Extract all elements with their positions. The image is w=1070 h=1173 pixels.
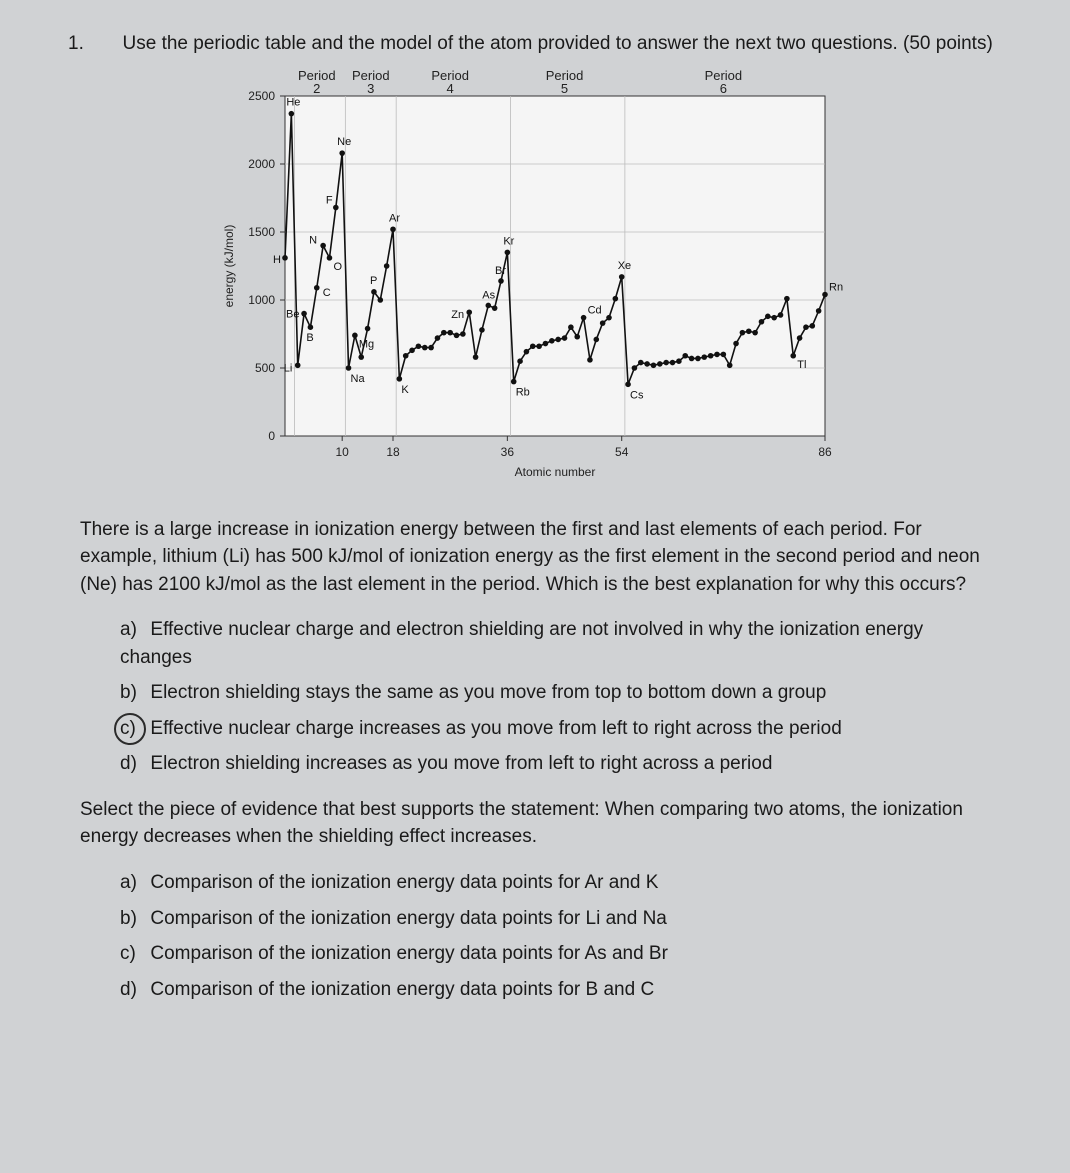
svg-text:Ne: Ne: [337, 136, 351, 148]
answer-choice[interactable]: d)Electron shielding increases as you mo…: [120, 746, 990, 782]
answer-choice[interactable]: d)Comparison of the ionization energy da…: [120, 972, 990, 1008]
question-number: 1.: [94, 30, 123, 58]
svg-text:Rn: Rn: [829, 281, 843, 293]
choice-text: Comparison of the ionization energy data…: [150, 979, 654, 1000]
svg-text:6: 6: [720, 81, 727, 96]
choice-letter: c): [120, 715, 150, 743]
svg-text:P: P: [370, 274, 377, 286]
svg-text:500: 500: [255, 361, 275, 375]
choice-text: Comparison of the ionization energy data…: [150, 872, 658, 893]
choice-text: Comparison of the ionization energy data…: [150, 943, 668, 964]
svg-text:Na: Na: [351, 373, 366, 385]
svg-text:Cs: Cs: [630, 389, 644, 401]
svg-text:54: 54: [615, 445, 629, 459]
choice-text: Electron shielding increases as you move…: [150, 753, 772, 774]
svg-text:5: 5: [561, 81, 568, 96]
choice-letter: d): [120, 750, 150, 778]
svg-text:1500: 1500: [248, 225, 275, 239]
svg-text:4: 4: [447, 81, 454, 96]
svg-text:18: 18: [386, 445, 400, 459]
svg-text:Ar: Ar: [389, 212, 400, 224]
choice-text: Comparison of the ionization energy data…: [150, 908, 666, 929]
svg-text:Be: Be: [286, 308, 299, 320]
svg-text:F: F: [326, 194, 333, 206]
svg-text:B: B: [306, 332, 313, 344]
choice-letter: d): [120, 976, 150, 1004]
svg-text:As: As: [482, 289, 495, 301]
answer-choice[interactable]: a)Effective nuclear charge and electron …: [120, 612, 990, 675]
svg-text:Kr: Kr: [503, 235, 514, 247]
question-prompt: 1.Use the periodic table and the model o…: [40, 30, 1030, 58]
svg-text:0: 0: [268, 429, 275, 443]
svg-text:3: 3: [367, 81, 374, 96]
svg-text:2000: 2000: [248, 157, 275, 171]
answer-choice[interactable]: c)Effective nuclear charge increases as …: [120, 711, 990, 747]
answer-choice[interactable]: b)Comparison of the ionization energy da…: [120, 901, 990, 937]
svg-text:Atomic number: Atomic number: [515, 465, 596, 479]
choice-letter: a): [120, 869, 150, 897]
svg-text:Zn: Zn: [451, 309, 464, 321]
choice-text: Effective nuclear charge increases as yo…: [150, 718, 841, 739]
choice-letter: c): [120, 940, 150, 968]
choice-list-2: a)Comparison of the ionization energy da…: [120, 865, 990, 1007]
question-text: Use the periodic table and the model of …: [123, 33, 993, 54]
svg-text:Rb: Rb: [516, 386, 530, 398]
choice-text: Effective nuclear charge and electron sh…: [120, 619, 923, 668]
svg-text:1000: 1000: [248, 293, 275, 307]
choice-list-1: a)Effective nuclear charge and electron …: [120, 612, 990, 782]
svg-text:H: H: [273, 253, 281, 265]
svg-text:Xe: Xe: [618, 259, 631, 271]
svg-text:N: N: [309, 234, 317, 246]
svg-text:Tl: Tl: [797, 358, 806, 370]
svg-text:86: 86: [818, 445, 832, 459]
sub-question-2-text: Select the piece of evidence that best s…: [80, 796, 990, 851]
answer-choice[interactable]: a)Comparison of the ionization energy da…: [120, 865, 990, 901]
answer-choice[interactable]: c)Comparison of the ionization energy da…: [120, 936, 990, 972]
svg-text:2: 2: [313, 81, 320, 96]
choice-letter: b): [120, 679, 150, 707]
svg-text:energy (kJ/mol): energy (kJ/mol): [222, 224, 236, 307]
svg-text:Mg: Mg: [359, 338, 374, 350]
svg-text:Br: Br: [495, 265, 506, 277]
svg-text:10: 10: [335, 445, 349, 459]
answer-choice[interactable]: b)Electron shielding stays the same as y…: [120, 675, 990, 711]
sub-question-1-text: There is a large increase in ionization …: [80, 516, 990, 599]
chart-container: 05001000150020002500energy (kJ/mol)Perio…: [40, 66, 1030, 496]
choice-letter: a): [120, 616, 150, 644]
choice-letter: b): [120, 905, 150, 933]
svg-text:2500: 2500: [248, 89, 275, 103]
svg-text:36: 36: [501, 445, 515, 459]
ionization-energy-chart: 05001000150020002500energy (kJ/mol)Perio…: [215, 66, 855, 496]
svg-text:Cd: Cd: [588, 304, 602, 316]
svg-text:O: O: [333, 260, 342, 272]
choice-text: Electron shielding stays the same as you…: [150, 682, 826, 703]
svg-text:C: C: [323, 286, 331, 298]
svg-text:K: K: [401, 383, 409, 395]
svg-text:He: He: [286, 96, 300, 108]
svg-text:Li: Li: [284, 362, 293, 374]
